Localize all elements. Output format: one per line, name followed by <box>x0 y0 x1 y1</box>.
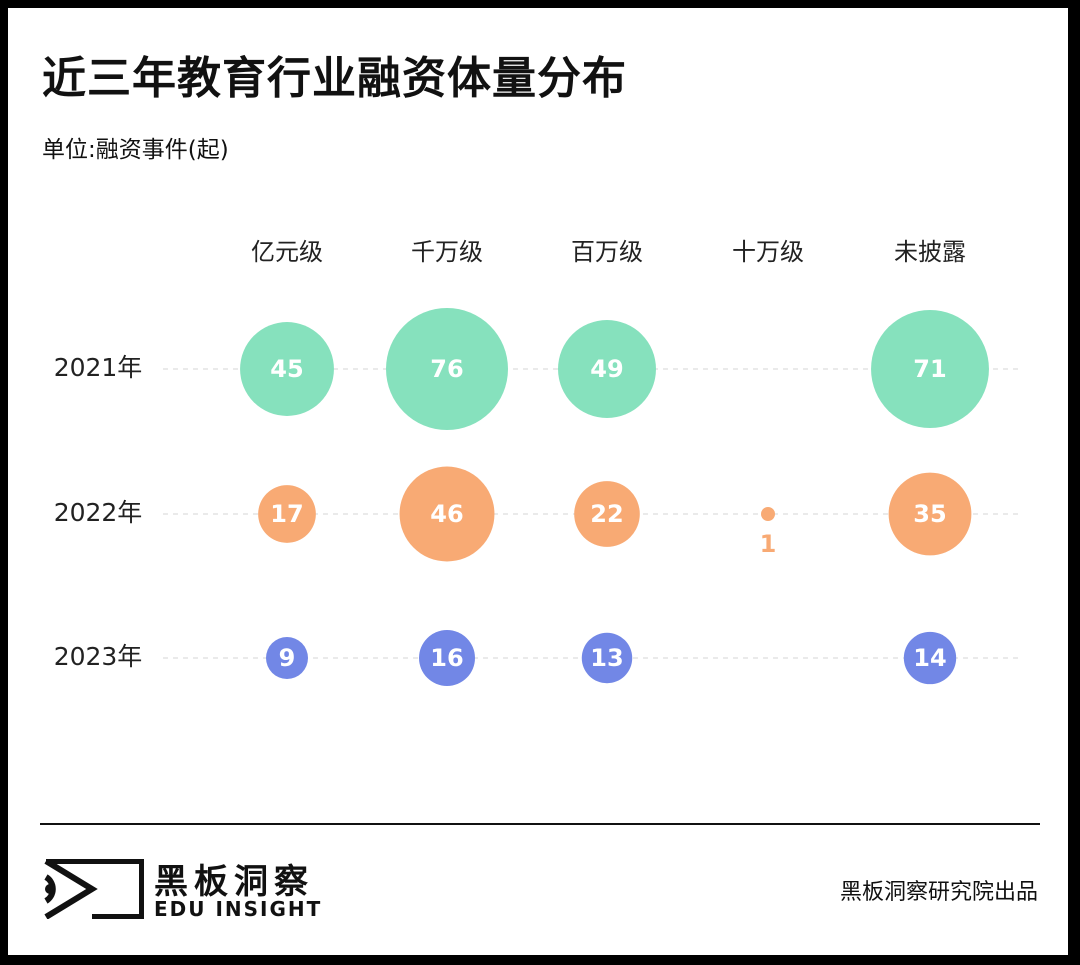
data-value-label: 49 <box>590 355 623 383</box>
publisher-credit: 黑板洞察研究院出品 <box>839 880 1038 905</box>
category-label: 未披露 <box>894 238 966 266</box>
data-value-label: 46 <box>430 500 463 528</box>
data-bubble <box>581 632 633 684</box>
data-bubble <box>871 310 989 428</box>
data-value-label: 9 <box>279 644 296 672</box>
data-value-label: 22 <box>590 500 623 528</box>
data-value-label: 16 <box>430 644 463 672</box>
data-bubble <box>266 637 308 679</box>
data-bubble <box>386 308 508 430</box>
year-label: 2023年 <box>54 642 143 671</box>
edu-insight-logo-icon <box>44 859 144 919</box>
unit-label: 单位:融资事件(起) <box>42 137 229 163</box>
year-label: 2022年 <box>54 498 143 527</box>
data-value-label: 14 <box>913 644 946 672</box>
data-value-label: 35 <box>913 500 946 528</box>
data-value-label: 76 <box>430 355 463 383</box>
data-bubble <box>558 320 656 418</box>
bubble-chart: 亿元级 千万级 百万级 十万级 未披露 2021年 45 76 49 71 2022年 17 46 22 1… <box>54 238 1023 686</box>
data-bubble <box>574 481 640 547</box>
footer-divider <box>40 823 1040 825</box>
category-label: 亿元级 <box>251 238 323 266</box>
data-bubble <box>888 472 972 556</box>
category-label: 千万级 <box>411 238 483 266</box>
chart-card: 近三年教育行业融资体量分布 单位:融资事件(起) 亿元级 千万级 百万级 十万级 未披露… <box>8 8 1068 955</box>
data-value-label: 71 <box>913 355 946 383</box>
data-bubble <box>399 466 495 562</box>
data-value-label: 1 <box>760 530 777 558</box>
year-label: 2021年 <box>54 353 143 382</box>
brand-name-cn: 黑板洞察 <box>154 862 314 902</box>
data-bubble <box>903 631 957 685</box>
data-bubble <box>761 507 775 521</box>
chart-title: 近三年教育行业融资体量分布 <box>42 53 627 104</box>
brand-name-en: EDU INSIGHT <box>154 897 323 921</box>
category-label: 十万级 <box>732 238 804 266</box>
data-bubble <box>240 322 334 416</box>
data-bubble <box>419 630 475 686</box>
data-value-label: 45 <box>270 355 303 383</box>
data-value-label: 17 <box>270 500 303 528</box>
data-bubble <box>258 485 316 543</box>
category-label: 百万级 <box>571 238 643 266</box>
data-value-label: 13 <box>590 644 623 672</box>
